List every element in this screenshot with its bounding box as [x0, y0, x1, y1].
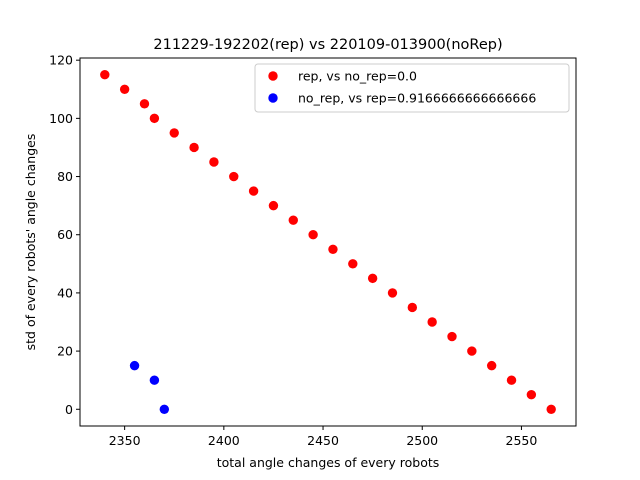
rep-point: [189, 142, 199, 153]
rep-point: [526, 390, 537, 400]
rep-point: [169, 128, 179, 138]
rep-point: [447, 331, 457, 342]
rep-point: [209, 157, 219, 167]
rep-point: [486, 360, 497, 371]
no-rep-point: [159, 404, 170, 414]
rep-point: [288, 215, 298, 225]
legend-label: no_rep, vs rep=0.9166666666666666: [298, 91, 536, 106]
rep-point: [387, 288, 398, 298]
y-tick-label: 100: [49, 111, 73, 126]
y-tick-label: 120: [49, 53, 73, 68]
rep-point: [467, 346, 477, 356]
x-tick-label: 2450: [307, 433, 339, 448]
data-points: [100, 70, 556, 414]
x-axis-label: total angle changes of every robots: [217, 455, 440, 470]
x-tick-label: 2350: [109, 433, 141, 448]
rep-point: [348, 259, 358, 269]
rep-point: [328, 244, 338, 254]
plot-frame: [79, 57, 577, 427]
rep-point: [506, 375, 517, 385]
x-tick-label: 2550: [506, 433, 538, 448]
rep-point: [229, 171, 239, 182]
rep-point: [308, 230, 318, 240]
rep-point: [367, 273, 378, 284]
rep-point: [119, 84, 130, 94]
y-tick-label: 0: [65, 402, 73, 417]
rep-point: [427, 317, 437, 327]
rep-point: [100, 70, 110, 80]
legend: rep, vs no_rep=0.0 no_rep, vs rep=0.91666…: [254, 63, 570, 113]
no-rep-point: [129, 360, 140, 371]
legend-label: rep, vs no_rep=0.0: [298, 69, 417, 84]
legend-box: [254, 63, 570, 113]
rep-point: [149, 113, 160, 124]
y-axis-label: std of every robots' angle changes: [23, 134, 38, 351]
y-tick-label: 80: [57, 169, 73, 184]
legend-marker: [268, 93, 278, 103]
chart-title: 211229-192202(rep) vs 220109-013900(noRe…: [153, 37, 502, 53]
x-axis-ticks: 2350 2400 2450 2500 2550: [109, 426, 538, 448]
x-tick-label: 2500: [406, 433, 438, 448]
rep-point: [407, 302, 418, 313]
legend-marker: [268, 71, 278, 81]
y-tick-label: 40: [57, 285, 73, 300]
y-axis-ticks: 0 20 40 60 80 100 120: [49, 53, 80, 417]
rep-point: [248, 186, 259, 196]
y-tick-label: 60: [57, 227, 73, 242]
rep-point: [139, 99, 150, 109]
no-rep-point: [149, 375, 160, 385]
y-tick-label: 20: [57, 344, 73, 359]
rep-point: [268, 200, 279, 211]
x-tick-label: 2400: [208, 433, 240, 448]
rep-point: [546, 404, 556, 414]
